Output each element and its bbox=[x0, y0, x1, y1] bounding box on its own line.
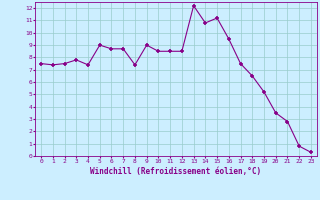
X-axis label: Windchill (Refroidissement éolien,°C): Windchill (Refroidissement éolien,°C) bbox=[91, 167, 261, 176]
